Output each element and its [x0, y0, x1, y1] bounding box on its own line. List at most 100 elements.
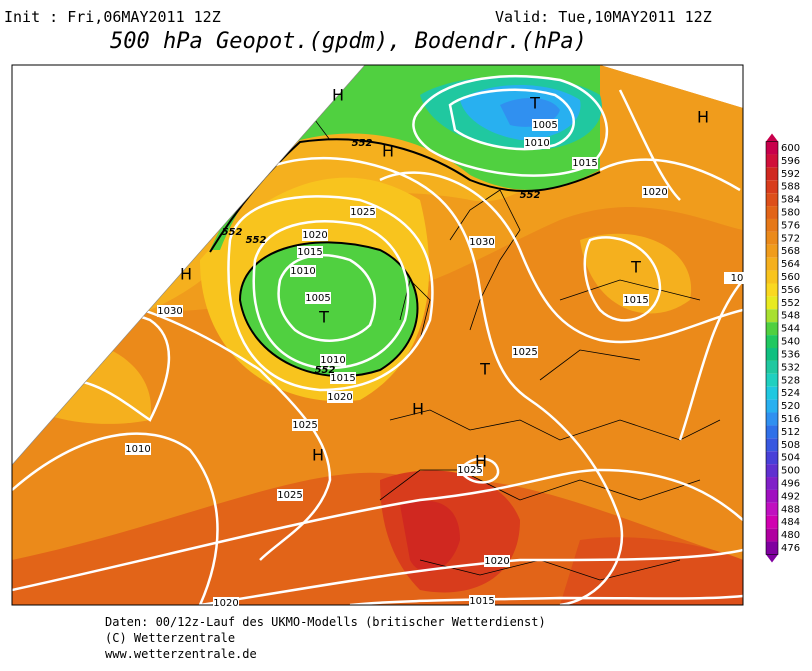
pressure-label: 1015	[330, 373, 355, 384]
colorbar-band	[766, 386, 778, 400]
label-background	[330, 372, 356, 384]
pressure-label: 1020	[302, 230, 327, 241]
colorbar-band	[766, 373, 778, 387]
pressure-label: 1020	[213, 598, 238, 609]
colorbar-label: 552	[781, 298, 800, 309]
valid-time: Valid: Tue,10MAY2011 12Z	[495, 8, 712, 26]
pressure-label: 1025	[292, 420, 317, 431]
colorbar-label: 476	[781, 543, 800, 554]
label-background	[532, 119, 558, 131]
colorbar-label: 572	[781, 233, 800, 244]
geopotential-label: 552	[315, 365, 336, 376]
colorbar-band	[766, 399, 778, 413]
label-background	[484, 555, 510, 567]
colorbar-label: 508	[781, 440, 800, 451]
geopotential-label: 552	[352, 138, 373, 149]
pressure-label: 10	[731, 273, 744, 284]
colorbar-band	[766, 348, 778, 361]
pressure-label: 1015	[297, 247, 322, 258]
colorbar-cap	[766, 554, 778, 563]
label-background	[469, 595, 495, 607]
label-background	[302, 229, 328, 241]
pressure-label: 1020	[484, 556, 509, 567]
pressure-label: 1025	[277, 490, 302, 501]
colorbar-label: 600	[781, 143, 800, 154]
colorbar-band	[766, 335, 778, 348]
colorbar-label: 496	[781, 478, 800, 489]
colorbar-band	[766, 309, 778, 323]
pressure-label: 1005	[532, 120, 557, 131]
colorbar-label: 484	[781, 517, 800, 528]
colorbar-cap	[766, 133, 778, 142]
colorbar-band	[766, 270, 778, 284]
footer-source: Daten: 00/12z-Lauf des UKMO-Modells (bri…	[105, 615, 546, 629]
colorbar-band	[766, 322, 778, 336]
colorbar-band	[766, 244, 778, 258]
colorbar-label: 584	[781, 195, 800, 206]
pressure-label: 1015	[623, 295, 648, 306]
pressure-label: 1030	[157, 306, 182, 317]
label-background	[724, 272, 750, 284]
geopotential-label: 552	[520, 190, 541, 201]
pressure-center: H	[382, 142, 394, 161]
label-background	[290, 265, 316, 277]
pressure-label: 1025	[350, 207, 375, 218]
colorbar-label: 544	[781, 324, 800, 335]
pressure-center: H	[697, 108, 709, 127]
pressure-center: H	[312, 446, 324, 465]
colorbar-label: 596	[781, 156, 800, 167]
colorbar-band	[766, 141, 778, 155]
label-background	[157, 305, 183, 317]
colorbar-band	[766, 464, 778, 478]
label-background	[213, 597, 239, 609]
colorbar-band	[766, 515, 778, 529]
colorbar-label: 516	[781, 414, 800, 425]
title: 500 hPa Geopot.(gpdm), Bodendr.(hPa)	[110, 29, 587, 54]
colorbar-label: 556	[781, 285, 800, 296]
colorbar-band	[766, 283, 778, 297]
pressure-label: 1015	[469, 596, 494, 607]
colorbar-label: 564	[781, 259, 800, 270]
colorbar-frame	[765, 141, 779, 555]
pressure-label: 1005	[305, 293, 330, 304]
colorbar-band	[766, 477, 778, 490]
colorbar-label: 528	[781, 375, 800, 386]
colorbar-label: 492	[781, 491, 800, 502]
colorbar-label: 588	[781, 182, 800, 193]
pressure-center: T	[479, 360, 490, 379]
pressure-center: T	[630, 258, 641, 277]
pressure-center: T	[529, 94, 540, 113]
colorbar-band	[766, 206, 778, 219]
pressure-label: 1030	[469, 237, 494, 248]
pressure-label: 1010	[290, 266, 315, 277]
pressure-label: 1015	[572, 158, 597, 169]
geopotential-label: 552	[246, 235, 267, 246]
label-background	[327, 391, 353, 403]
colorbar-label: 576	[781, 220, 800, 231]
colorbar-label: 560	[781, 272, 800, 283]
colorbar-label: 504	[781, 453, 800, 464]
label-background	[125, 443, 151, 455]
label-background	[623, 294, 649, 306]
colorbar-label: 540	[781, 337, 800, 348]
map-frame	[11, 64, 744, 606]
init-time: Init : Fri,06MAY2011 12Z	[4, 8, 221, 26]
label-background	[305, 292, 331, 304]
colorbar-band	[766, 425, 778, 439]
pressure-label: 1010	[320, 355, 345, 366]
pressure-label: 1025	[512, 347, 537, 358]
colorbar-band	[766, 528, 778, 542]
pressure-center: T	[318, 308, 329, 327]
colorbar-band	[766, 296, 778, 310]
pressure-label: 1010	[524, 138, 549, 149]
label-background	[512, 346, 538, 358]
colorbar-band	[766, 489, 778, 503]
colorbar-label: 532	[781, 362, 800, 373]
geopotential-label: 552	[222, 227, 243, 238]
colorbar-label: 568	[781, 246, 800, 257]
colorbar-band	[766, 451, 778, 465]
label-background	[642, 186, 668, 198]
label-background	[350, 206, 376, 218]
